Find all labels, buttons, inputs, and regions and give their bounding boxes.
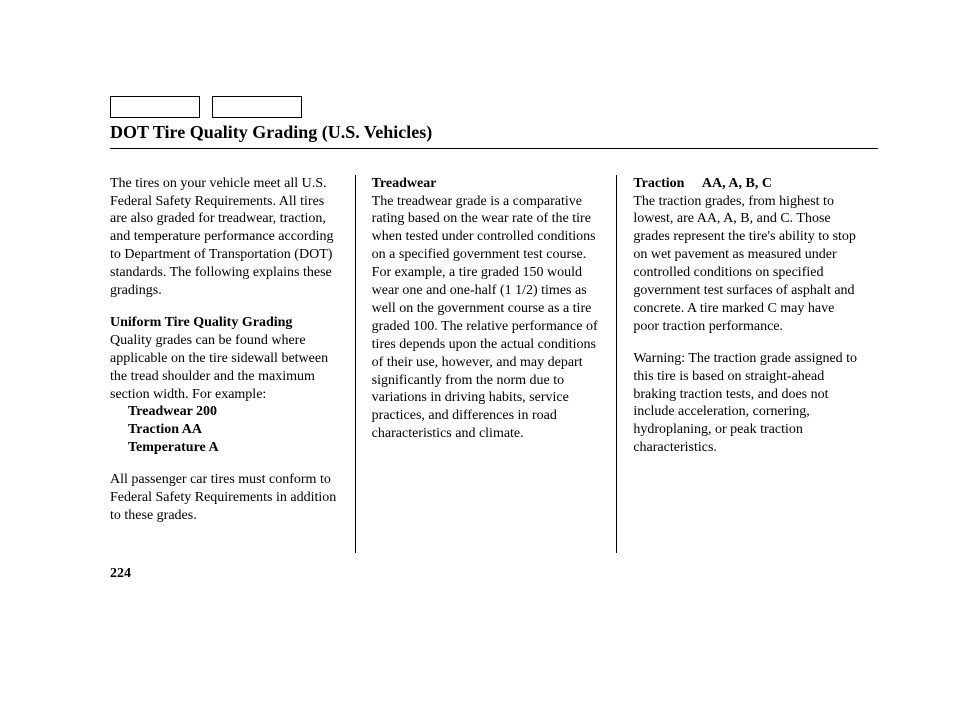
traction-heading: Traction AA, A, B, C bbox=[633, 176, 772, 191]
example-treadwear: Treadwear 200 bbox=[110, 403, 339, 421]
traction-warning: Warning: The traction grade assigned to … bbox=[633, 350, 862, 457]
conform-paragraph: All passenger car tires must conform to … bbox=[110, 471, 339, 525]
treadwear-heading: Treadwear bbox=[372, 176, 437, 191]
page-title: DOT Tire Quality Grading (U.S. Vehicles) bbox=[110, 122, 878, 144]
page-number: 224 bbox=[110, 566, 131, 582]
example-traction: Traction AA bbox=[110, 421, 339, 439]
treadwear-body: The treadwear grade is a compara­tive ra… bbox=[372, 194, 598, 442]
header-box-1 bbox=[110, 96, 200, 118]
utqg-heading: Uniform Tire Quality Grading bbox=[110, 315, 292, 330]
treadwear-block: Treadwear The treadwear grade is a compa… bbox=[372, 175, 601, 444]
title-rule: DOT Tire Quality Grading (U.S. Vehicles) bbox=[110, 122, 878, 149]
header-box-row bbox=[110, 96, 302, 118]
traction-block: Traction AA, A, B, C The traction grades… bbox=[633, 175, 862, 336]
traction-heading-grades: AA, A, B, C bbox=[702, 176, 772, 191]
column-3: Traction AA, A, B, C The traction grades… bbox=[616, 175, 878, 553]
utqg-block: Uniform Tire Quality Grading Quality gra… bbox=[110, 314, 339, 457]
example-temperature: Temperature A bbox=[110, 439, 339, 457]
column-2: Treadwear The treadwear grade is a compa… bbox=[355, 175, 617, 553]
header-box-2 bbox=[212, 96, 302, 118]
document-page: DOT Tire Quality Grading (U.S. Vehicles)… bbox=[0, 0, 954, 710]
column-1: The tires on your vehicle meet all U.S. … bbox=[110, 175, 355, 553]
content-columns: The tires on your vehicle meet all U.S. … bbox=[110, 175, 878, 553]
intro-paragraph: The tires on your vehicle meet all U.S. … bbox=[110, 175, 339, 300]
traction-body: The traction grades, from highest to low… bbox=[633, 194, 856, 334]
traction-heading-label: Traction bbox=[633, 176, 684, 191]
utqg-body: Quality grades can be found where applic… bbox=[110, 333, 328, 402]
